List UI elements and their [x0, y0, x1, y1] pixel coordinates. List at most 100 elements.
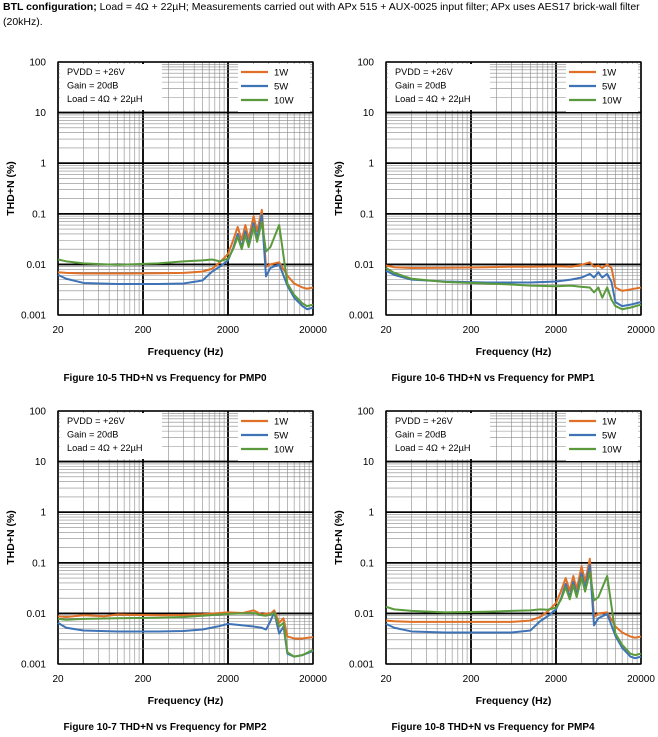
legend-label-5W: 5W: [274, 431, 288, 442]
annotation-box: PVDD = +26V Gain = 20dB Load = 4Ω + 22µH: [388, 413, 490, 459]
legend-label-10W: 10W: [274, 445, 294, 456]
series-line-10W: [57, 611, 314, 658]
intro-rest: Load = 4Ω + 22µH; Measurements carried o…: [3, 1, 640, 28]
x-axis-label: Frequency (Hz): [476, 346, 552, 358]
y-tick-label: 10: [363, 108, 375, 119]
y-tick-label: 1: [368, 508, 374, 519]
x-tick-label: 200: [463, 325, 480, 336]
series-line-1W: [385, 261, 642, 292]
y-axis-label: THD+N (%): [333, 510, 345, 565]
x-axis-label: Frequency (Hz): [148, 346, 224, 358]
y-tick-label: 0.001: [21, 311, 46, 322]
x-tick-label: 2000: [217, 325, 240, 336]
y-tick-label: 10: [363, 457, 375, 468]
x-tick-label: 20000: [627, 325, 655, 336]
legend-label-10W: 10W: [602, 445, 622, 456]
series-line-1W: [57, 609, 314, 640]
legend: 1W 5W 10W: [566, 64, 638, 112]
figure-caption: Figure 10-7 THD+N vs Frequency for PMP2: [63, 722, 267, 733]
annotation-box: PVDD = +26V Gain = 20dB Load = 4Ω + 22µH: [60, 413, 162, 459]
y-tick-label: 0.01: [355, 260, 375, 271]
legend-label-10W: 10W: [274, 96, 294, 107]
legend: 1W 5W 10W: [238, 64, 310, 112]
annotation-line: Gain = 20dB: [395, 430, 446, 440]
legend: 1W 5W 10W: [238, 413, 310, 461]
legend-label-1W: 1W: [602, 68, 616, 79]
annotation-line: PVDD = +26V: [67, 416, 126, 426]
y-tick-label: 0.001: [349, 311, 374, 322]
y-tick-label: 0.1: [360, 558, 374, 569]
y-tick-label: 0.01: [27, 609, 47, 620]
y-tick-label: 0.01: [355, 609, 375, 620]
legend-label-1W: 1W: [274, 417, 288, 428]
legend-label-1W: 1W: [602, 417, 616, 428]
y-axis-label: THD+N (%): [5, 161, 17, 216]
annotation-line: Gain = 20dB: [67, 81, 118, 91]
y-tick-label: 0.1: [32, 209, 46, 220]
x-tick-label: 20000: [627, 674, 655, 685]
y-tick-label: 100: [357, 407, 374, 418]
y-tick-label: 100: [357, 58, 374, 69]
annotation-box: PVDD = +26V Gain = 20dB Load = 4Ω + 22µH: [60, 64, 162, 110]
legend: 1W 5W 10W: [566, 413, 638, 461]
y-tick-label: 0.1: [360, 209, 374, 220]
series-line-10W: [57, 220, 314, 308]
legend-label-10W: 10W: [602, 96, 622, 107]
y-tick-label: 100: [29, 58, 46, 69]
chart-panel-2: PVDD = +26V Gain = 20dB Load = 4Ω + 22µH 1W…: [328, 55, 658, 359]
x-tick-label: 200: [135, 674, 152, 685]
series-line-10W: [385, 267, 642, 311]
legend-label-5W: 5W: [274, 82, 288, 93]
series-line-5W: [385, 269, 642, 308]
annotation-line: PVDD = +26V: [395, 67, 454, 77]
y-tick-label: 0.001: [21, 660, 46, 671]
figure-caption: Figure 10-5 THD+N vs Frequency for PMP0: [63, 373, 267, 384]
annotation-line: Gain = 20dB: [395, 81, 446, 91]
figure-caption: Figure 10-8 THD+N vs Frequency for PMP4: [391, 722, 595, 733]
legend-label-1W: 1W: [274, 68, 288, 79]
y-tick-label: 10: [35, 457, 47, 468]
x-tick-label: 20: [52, 325, 64, 336]
chart-panel-3: PVDD = +26V Gain = 20dB Load = 4Ω + 22µH 1W…: [0, 404, 330, 708]
x-axis-label: Frequency (Hz): [476, 695, 552, 707]
chart-panel-1: PVDD = +26V Gain = 20dB Load = 4Ω + 22µH 1W…: [0, 55, 330, 359]
y-tick-label: 1: [40, 508, 46, 519]
y-tick-label: 100: [29, 407, 46, 418]
chart-svg: PVDD = +26V Gain = 20dB Load = 4Ω + 22µH 1W…: [5, 407, 327, 708]
legend-label-5W: 5W: [602, 431, 616, 442]
annotation-line: Load = 4Ω + 22µH: [395, 443, 471, 453]
intro-bold: BTL configuration;: [3, 1, 97, 13]
grid-lines: [385, 61, 642, 316]
annotation-line: Gain = 20dB: [67, 430, 118, 440]
chart-svg: PVDD = +26V Gain = 20dB Load = 4Ω + 22µH 1W…: [333, 407, 655, 708]
legend-label-5W: 5W: [602, 82, 616, 93]
x-tick-label: 20000: [299, 325, 327, 336]
chart-svg: PVDD = +26V Gain = 20dB Load = 4Ω + 22µH 1W…: [333, 58, 655, 359]
y-tick-label: 0.001: [349, 660, 374, 671]
intro-text: BTL configuration; Load = 4Ω + 22µH; Mea…: [3, 0, 653, 30]
figure-caption: Figure 10-6 THD+N vs Frequency for PMP1: [391, 373, 595, 384]
y-tick-label: 10: [35, 108, 47, 119]
chart-panel-4: PVDD = +26V Gain = 20dB Load = 4Ω + 22µH 1W…: [328, 404, 658, 708]
annotation-box: PVDD = +26V Gain = 20dB Load = 4Ω + 22µH: [388, 64, 490, 110]
x-tick-label: 200: [135, 325, 152, 336]
y-tick-label: 1: [40, 159, 46, 170]
x-tick-label: 200: [463, 674, 480, 685]
x-tick-label: 20: [52, 674, 64, 685]
y-axis-label: THD+N (%): [5, 510, 17, 565]
annotation-line: PVDD = +26V: [395, 416, 454, 426]
x-tick-label: 20: [380, 674, 392, 685]
y-tick-label: 0.1: [32, 558, 46, 569]
annotation-line: Load = 4Ω + 22µH: [67, 443, 143, 453]
annotation-line: Load = 4Ω + 22µH: [67, 94, 143, 104]
series-line-10W: [385, 570, 642, 657]
x-tick-label: 20: [380, 325, 392, 336]
chart-svg: PVDD = +26V Gain = 20dB Load = 4Ω + 22µH 1W…: [5, 58, 327, 359]
x-axis-label: Frequency (Hz): [148, 695, 224, 707]
x-tick-label: 2000: [545, 325, 568, 336]
y-tick-label: 0.01: [27, 260, 47, 271]
x-tick-label: 2000: [217, 674, 240, 685]
annotation-line: Load = 4Ω + 22µH: [395, 94, 471, 104]
annotation-line: PVDD = +26V: [67, 67, 126, 77]
y-tick-label: 1: [368, 159, 374, 170]
